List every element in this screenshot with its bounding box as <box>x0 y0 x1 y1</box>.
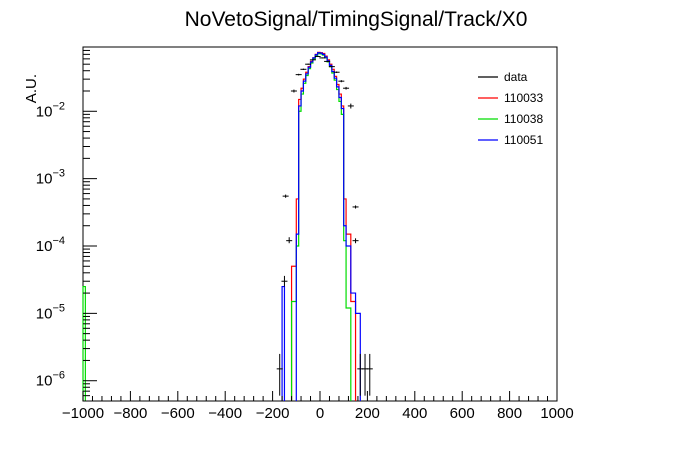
histogram-110051 <box>281 52 361 401</box>
x-tick-label: −200 <box>256 405 290 422</box>
legend-label: 110051 <box>504 133 543 147</box>
data-point <box>282 194 289 198</box>
legend-label: 110033 <box>504 91 543 105</box>
histogram-layer <box>82 51 361 401</box>
x-tick-label: 400 <box>402 405 427 422</box>
data-point <box>328 66 335 68</box>
data-point <box>309 59 316 61</box>
legend-item-110051: 110051 <box>478 133 543 147</box>
data-point <box>300 68 307 71</box>
data-point <box>290 89 297 93</box>
legend-item-110038: 110038 <box>478 112 543 126</box>
histogram-110038 <box>82 52 352 401</box>
chart-title: NoVetoSignal/TimingSignal/Track/X0 <box>185 8 528 31</box>
x-tick-label: 200 <box>355 405 380 422</box>
x-tick-label: −800 <box>114 405 148 422</box>
data-point <box>295 73 302 76</box>
axes-layer: −1000 −800 −600 −400 −200 0 200 400 600 800 1000 10… <box>36 46 574 422</box>
x-tick-label: 600 <box>450 405 475 422</box>
y-tick-label: 10−4 <box>36 235 65 255</box>
data-points-layer <box>276 56 373 396</box>
data-point <box>333 71 340 74</box>
data-point <box>286 237 293 244</box>
y-tick-label: 10−3 <box>36 168 65 188</box>
data-point <box>319 57 326 59</box>
y-tick-label: 10−5 <box>36 302 65 322</box>
data-point <box>338 80 345 83</box>
x-tick-label: 800 <box>497 405 522 422</box>
data-point <box>314 56 321 58</box>
data-point <box>366 353 373 396</box>
x-tick-label: −400 <box>208 405 242 422</box>
plot-frame <box>82 46 558 402</box>
data-point <box>276 353 283 396</box>
x-tick-label: 1000 <box>540 405 573 422</box>
data-point <box>352 205 359 209</box>
data-point <box>357 353 364 396</box>
data-point <box>324 60 331 62</box>
y-tick-label: 10−2 <box>36 100 65 120</box>
legend-label: data <box>504 70 528 84</box>
x-tick-label: −1000 <box>62 405 104 422</box>
data-point <box>352 238 359 244</box>
x-tick-label: 0 <box>316 405 324 422</box>
data-point <box>362 353 369 396</box>
legend: data 110033 110038 110051 <box>478 70 543 147</box>
y-tick-label: 10−6 <box>36 370 65 390</box>
data-point <box>343 86 350 90</box>
x-tick-label: −600 <box>161 405 195 422</box>
data-point <box>347 103 354 109</box>
y-axis-label: A.U. <box>23 74 40 103</box>
data-point <box>281 275 288 287</box>
legend-item-110033: 110033 <box>478 91 543 105</box>
legend-label: 110038 <box>504 112 543 126</box>
data-point <box>305 63 312 65</box>
legend-item-data: data <box>478 70 528 84</box>
